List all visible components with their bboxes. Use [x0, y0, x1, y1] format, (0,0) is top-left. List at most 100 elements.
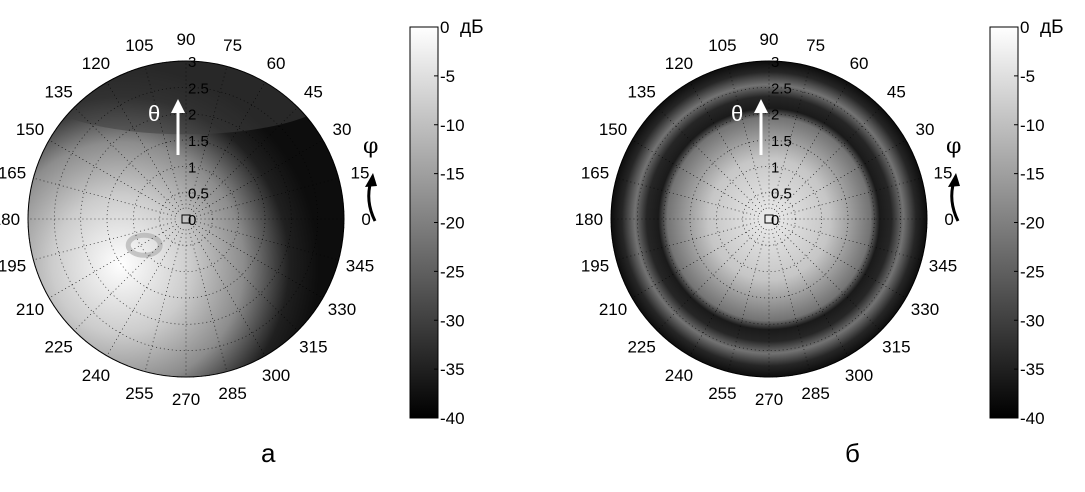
radial-tick-label: 2	[188, 107, 196, 124]
angle-tick-label: 345	[929, 257, 957, 276]
grid-spoke	[727, 229, 767, 372]
colorbar-tick-label: -35	[440, 360, 465, 379]
angle-tick-labels-b: 0153045607590105120135150165180195210225…	[575, 30, 957, 409]
angle-tick-label: 315	[299, 337, 327, 356]
grid-spoke	[48, 139, 178, 215]
angle-tick-label: 225	[44, 337, 72, 356]
angle-tick-label: 105	[708, 36, 736, 55]
grid-spoke	[194, 223, 324, 299]
angle-tick-label: 330	[328, 300, 356, 319]
main-lobe	[28, 61, 344, 377]
colorbar-tick-label: -40	[1020, 409, 1045, 428]
grid-spoke	[33, 177, 176, 217]
grid-spoke	[771, 66, 811, 209]
theta-label-a: θ	[148, 101, 160, 126]
colorbar-tick-label: -35	[1020, 360, 1045, 379]
grid-spoke	[689, 227, 765, 357]
grid-spoke	[194, 139, 324, 215]
radial-tick-label: 1	[771, 159, 779, 176]
plot-boundary	[27, 60, 345, 378]
grid-ring	[53, 86, 319, 352]
lobe-ripple	[125, 232, 163, 258]
colorbar-tick-label: 0	[1020, 18, 1029, 37]
colorbar-tick-label: -5	[1020, 67, 1035, 86]
grid-spoke	[631, 223, 761, 299]
radial-tick-label: 0.5	[188, 186, 209, 203]
angle-tick-label: 105	[125, 36, 153, 55]
grid-ring	[715, 165, 823, 273]
grid-spoke	[779, 221, 922, 261]
radial-tick-label: 1.5	[771, 133, 792, 150]
grid-spoke	[144, 229, 184, 372]
theta-arrow-b: θ	[731, 99, 768, 155]
grid-spoke	[631, 139, 761, 215]
grid-spoke	[73, 226, 179, 332]
grid-spoke	[193, 106, 299, 212]
radial-tick-labels-b: 0 0.5 1 1.5 2 2.5 3	[771, 54, 792, 229]
grid-spoke	[771, 229, 811, 372]
angle-tick-label: 90	[177, 30, 196, 49]
theta-label-b: θ	[731, 101, 743, 126]
angle-tick-label: 225	[627, 337, 655, 356]
angle-tick-label: 60	[267, 54, 286, 73]
colorbar-tick-label: -25	[1020, 262, 1045, 281]
angle-tick-label: 15	[351, 163, 370, 182]
angle-tick-label: 315	[882, 337, 910, 356]
grid-spoke	[190, 81, 266, 211]
colorbar-tick-label: -30	[1020, 311, 1045, 330]
grid-spoke	[656, 106, 762, 212]
angle-tick-label: 255	[708, 384, 736, 403]
grid-ring	[132, 165, 240, 273]
grid-spoke	[144, 66, 184, 209]
colorbar-tick-label: 0	[440, 18, 449, 37]
grid-spoke	[190, 227, 266, 357]
grid-spoke	[616, 177, 759, 217]
radial-tick-label: 0	[771, 212, 779, 229]
grid-spoke	[776, 226, 882, 332]
angle-tick-label: 120	[82, 54, 110, 73]
grid-spoke	[777, 223, 907, 299]
radial-tick-label: 0	[188, 212, 196, 229]
angle-tick-label: 195	[581, 257, 609, 276]
colorbar-tick-label: -30	[440, 311, 465, 330]
angle-tick-label: 165	[581, 163, 609, 182]
angle-tick-label: 15	[934, 163, 953, 182]
grid-spoke	[727, 66, 767, 209]
panel-label-b: б	[845, 438, 860, 468]
panel-label-a: а	[261, 438, 276, 468]
radial-tick-labels-a: 0 0.5 1 1.5 2 2.5 3	[188, 54, 209, 229]
angle-tick-label: 210	[599, 300, 627, 319]
colorbar-tick-label: -10	[440, 116, 465, 135]
grid-spoke	[779, 177, 922, 217]
grid-spoke	[773, 81, 849, 211]
radial-tick-label: 1	[188, 159, 196, 176]
radial-tick-label: 2.5	[771, 80, 792, 97]
theta-arrow-a: θ	[148, 99, 185, 155]
radial-tick-label: 2.5	[188, 80, 209, 97]
colorbar-tick-label: -15	[1020, 165, 1045, 184]
grid-spoke	[48, 223, 178, 299]
colorbar-tick-label: -10	[1020, 116, 1045, 135]
center-marker	[764, 214, 774, 224]
angle-tick-label: 255	[125, 384, 153, 403]
angle-tick-label: 285	[801, 384, 829, 403]
grid-spoke	[33, 221, 176, 261]
angle-tick-label: 45	[304, 83, 323, 102]
polar-grid-a	[27, 60, 345, 378]
angle-tick-labels-a: 0153045607590105120135150165180195210225…	[0, 30, 374, 409]
phi-label-b: φ	[946, 134, 961, 159]
phi-label-a: φ	[363, 134, 378, 159]
grid-spoke	[196, 177, 339, 217]
angle-tick-label: 285	[218, 384, 246, 403]
angle-tick-label: 270	[755, 390, 783, 409]
angle-tick-label: 165	[0, 163, 26, 182]
grid-spoke	[73, 106, 179, 212]
grid-spoke	[106, 81, 182, 211]
angle-tick-label: 0	[944, 210, 953, 229]
angle-tick-label: 300	[262, 366, 290, 385]
angle-tick-label: 30	[333, 120, 352, 139]
colorbar-unit-a: дБ	[460, 17, 484, 38]
grid-spoke	[616, 221, 759, 261]
